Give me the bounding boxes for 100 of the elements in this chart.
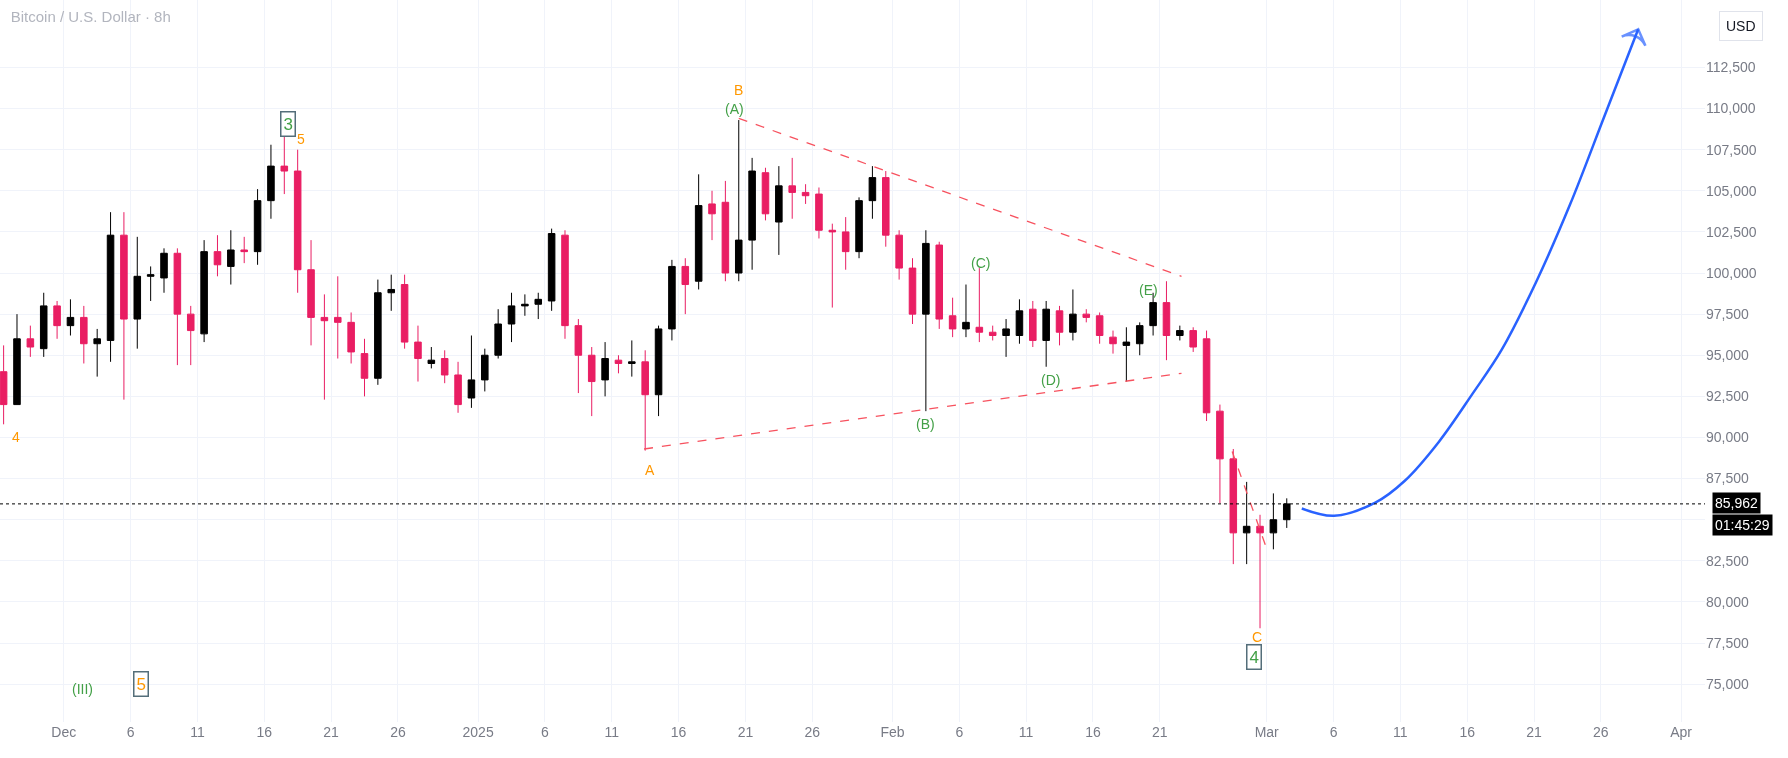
y-tick-label: 82,500 xyxy=(1706,552,1750,569)
x-tick-label: 6 xyxy=(126,724,135,740)
candlestick xyxy=(734,119,743,282)
x-tick-label: 26 xyxy=(1593,724,1609,740)
candlestick xyxy=(788,157,796,220)
candlestick xyxy=(828,223,837,309)
candlestick xyxy=(1055,305,1064,346)
y-tick-label: 95,000 xyxy=(1706,347,1750,364)
annotation: 5 xyxy=(136,674,146,694)
candlestick xyxy=(1042,300,1050,368)
candlestick xyxy=(39,292,48,358)
candlestick xyxy=(922,229,930,412)
y-tick-label: 92,500 xyxy=(1706,388,1750,405)
candlestick xyxy=(521,293,529,317)
x-tick-label: 2025 xyxy=(462,724,494,740)
candlestick xyxy=(681,257,690,315)
candlestick xyxy=(106,211,115,363)
candlestick xyxy=(160,247,168,294)
candlestick xyxy=(280,136,289,195)
candlestick xyxy=(601,341,609,397)
candlestick xyxy=(1202,330,1211,422)
annotation: B xyxy=(734,82,744,98)
annotation: (D) xyxy=(1041,372,1061,388)
candlestick xyxy=(708,190,716,241)
candlestick xyxy=(53,300,61,340)
candlestick xyxy=(1189,326,1197,353)
annotation: (E) xyxy=(1139,282,1158,298)
candlestick xyxy=(347,311,355,364)
annotation: A xyxy=(645,462,655,478)
candlestick xyxy=(173,247,182,366)
candlestick xyxy=(494,308,502,360)
annotation: (A) xyxy=(725,101,744,117)
candlestick xyxy=(841,216,850,271)
candlestick xyxy=(547,228,556,312)
candlestick xyxy=(414,325,422,383)
candlestick xyxy=(614,354,623,374)
candlestick xyxy=(387,274,396,312)
annotation: 5 xyxy=(297,131,305,147)
x-tick-label: 21 xyxy=(1526,724,1543,740)
x-tick-label: 26 xyxy=(804,724,821,740)
x-tick-label: 11 xyxy=(1393,724,1408,740)
y-tick-label: 107,500 xyxy=(1706,141,1757,158)
candlestick xyxy=(641,349,649,452)
candlestick xyxy=(120,211,128,401)
candlestick xyxy=(133,236,142,350)
text: 01:45:29 xyxy=(1715,517,1770,533)
candlestick xyxy=(694,173,703,290)
candlestick xyxy=(988,325,997,341)
annotation: (III) xyxy=(72,681,93,697)
candlestick xyxy=(507,292,516,343)
candlestick xyxy=(320,293,329,401)
x-tick-label: 6 xyxy=(541,724,550,740)
ref-line-label: 85,962 xyxy=(1715,495,1759,511)
y-tick-label: 90,000 xyxy=(1706,429,1750,446)
x-tick-label: Mar xyxy=(1254,724,1280,740)
candlestick xyxy=(146,265,155,302)
y-tick-label: 100,000 xyxy=(1706,264,1757,281)
x-tick-label: 21 xyxy=(1151,724,1168,740)
candlestick xyxy=(400,274,409,350)
candlestick xyxy=(240,236,248,264)
candlestick xyxy=(908,257,917,325)
candlestick xyxy=(467,335,476,409)
candlestick xyxy=(1082,308,1091,323)
x-tick-label: 11 xyxy=(604,724,620,740)
annotation: 4 xyxy=(12,429,20,445)
candlestick xyxy=(1029,300,1037,348)
text: Bitcoin / U.S. Dollar · 8h xyxy=(10,7,171,25)
candlestick xyxy=(948,297,957,338)
candlestick xyxy=(1015,298,1024,345)
candlestick xyxy=(307,239,315,346)
candlestick xyxy=(1109,330,1117,355)
x-tick-label: 11 xyxy=(190,724,205,740)
candlestick xyxy=(227,229,235,286)
annotation: 3 xyxy=(283,114,293,134)
candlestick xyxy=(374,279,382,386)
candlestick xyxy=(253,188,262,266)
y-tick-label: 77,500 xyxy=(1706,634,1750,651)
candlestick xyxy=(895,229,903,281)
y-tick-label: 110,000 xyxy=(1706,100,1756,117)
candlestick xyxy=(561,229,569,340)
y-tick-label: 102,500 xyxy=(1706,223,1757,240)
candlestick xyxy=(454,361,462,414)
candlestick xyxy=(80,305,88,364)
candlestick xyxy=(962,284,970,338)
candlestick xyxy=(855,196,863,259)
x-tick-label: 6 xyxy=(955,724,964,740)
x-tick-label: 21 xyxy=(737,724,754,740)
candlestick xyxy=(213,234,222,277)
x-tick-label: 26 xyxy=(390,724,406,740)
y-tick-label: 80,000 xyxy=(1706,593,1750,610)
x-tick-label: Feb xyxy=(880,724,905,740)
y-tick-label: 112,500 xyxy=(1706,59,1756,76)
annotation: C xyxy=(1252,629,1263,645)
x-tick-label: Apr xyxy=(1670,724,1693,740)
candlestick xyxy=(761,167,770,221)
candlestick xyxy=(200,239,208,343)
x-tick-label: 16 xyxy=(256,724,273,740)
candlestick xyxy=(868,165,877,220)
x-tick-label: 16 xyxy=(1459,724,1476,740)
candlestick xyxy=(668,259,676,341)
